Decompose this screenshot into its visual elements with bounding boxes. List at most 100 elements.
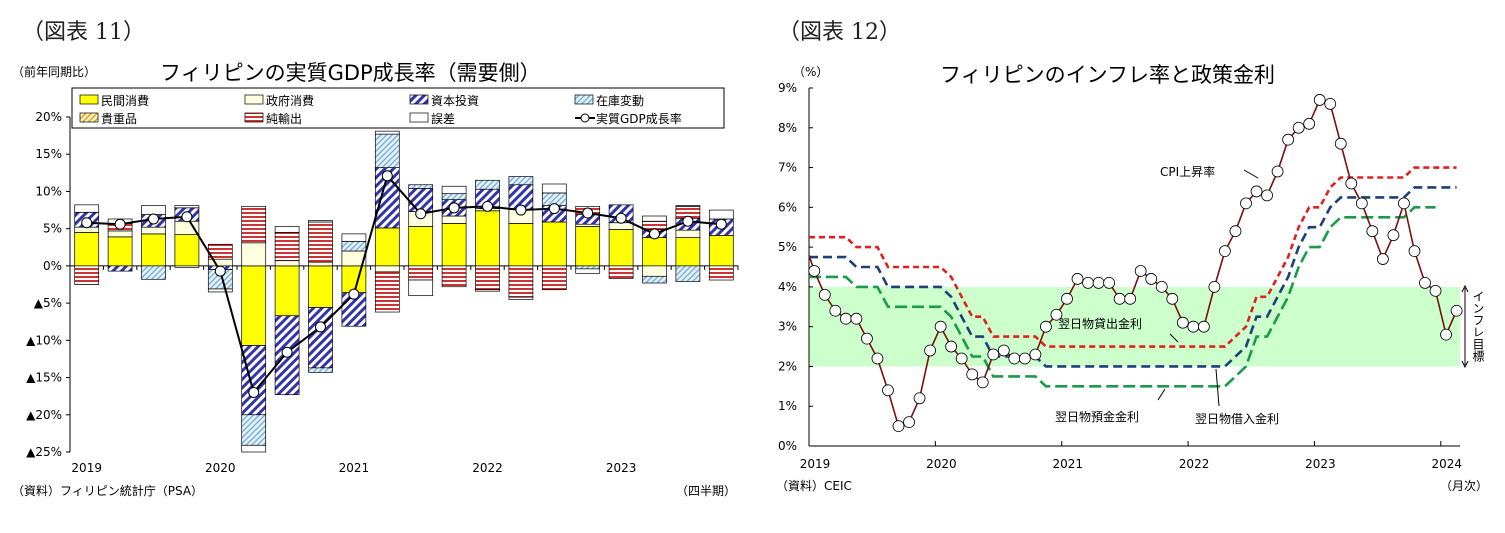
cpi-point xyxy=(1398,197,1410,210)
bar-yellow xyxy=(541,221,567,267)
cpi-point xyxy=(1082,277,1094,289)
bar-capital xyxy=(374,167,400,229)
bar-yellow xyxy=(374,227,400,267)
cpi-point xyxy=(1429,284,1442,297)
bar-inventory xyxy=(642,275,667,284)
bar-capital xyxy=(107,265,133,272)
bar-cream xyxy=(141,226,166,235)
legend-swatch-netexports xyxy=(244,112,264,123)
cpi-point xyxy=(882,384,894,397)
y-tick-label: ▲25% xyxy=(26,445,62,459)
cpi-point xyxy=(945,340,958,353)
y-tick-label: 0% xyxy=(43,259,62,273)
cpi-point xyxy=(1440,328,1452,341)
annotation-deposit: 翌日物預金金利 xyxy=(1055,409,1139,424)
bar-cream xyxy=(241,242,267,267)
annotation-rrp: 翌日物借入金利 xyxy=(1195,411,1279,426)
cpi-point xyxy=(808,265,821,277)
gdp-point xyxy=(248,386,260,398)
bar-cream xyxy=(308,261,333,267)
legend-label: 資本投資 xyxy=(431,93,479,108)
x-tick-label: 2023 xyxy=(606,461,637,475)
chart-title: フィリピンの実質GDP成長率（需要側） xyxy=(160,61,541,85)
bar-netexports xyxy=(708,265,734,281)
bar-discrepancy xyxy=(341,233,367,242)
y-tick-label: 4% xyxy=(778,280,797,294)
bar-cream xyxy=(374,265,400,273)
cpi-point xyxy=(1061,292,1073,305)
bar-inventory xyxy=(141,265,166,280)
annotation-cpi: CPI上昇率 xyxy=(1160,164,1215,179)
y-tick-label: 0% xyxy=(778,439,797,453)
gdp-point xyxy=(715,218,727,230)
legend-marker-gdp xyxy=(580,113,590,123)
y-tick-label: 20% xyxy=(35,110,62,124)
cpi-point xyxy=(976,376,989,389)
x-tick-label: 2019 xyxy=(71,461,102,475)
y-tick-label: 3% xyxy=(778,320,797,334)
y-tick-label: 10% xyxy=(35,184,62,198)
cpi-point xyxy=(1229,225,1242,238)
cpi-point xyxy=(861,332,873,345)
cpi-point xyxy=(1155,280,1168,293)
y-tick-label: ▲15% xyxy=(26,371,62,385)
legend-swatch-valuables xyxy=(79,112,99,123)
cpi-point xyxy=(1197,320,1210,333)
bar-discrepancy xyxy=(441,185,467,195)
bar-discrepancy xyxy=(708,209,734,220)
bar-inventory xyxy=(508,176,534,186)
bar-cream xyxy=(207,258,233,267)
cpi-point xyxy=(1282,133,1295,146)
cpi-point xyxy=(1292,121,1305,134)
bar-inventory xyxy=(408,184,434,189)
x-tick-label: 2023 xyxy=(1305,457,1336,471)
cpi-point xyxy=(966,368,979,381)
cpi-point xyxy=(1313,94,1326,106)
legend-label: 貴重品 xyxy=(101,112,137,126)
x-tick-label: 2024 xyxy=(1432,457,1463,471)
gdp-point xyxy=(214,265,226,277)
cpi-point xyxy=(1008,352,1021,365)
bar-discrepancy xyxy=(174,205,200,209)
bar-discrepancy xyxy=(541,183,567,194)
cpi-point xyxy=(997,344,1010,357)
x-tick-label: 2019 xyxy=(800,457,831,471)
legend-swatch-yellow xyxy=(79,94,99,105)
bar-inventory xyxy=(575,265,601,270)
bar-yellow xyxy=(475,210,500,267)
cpi-point xyxy=(1408,245,1421,257)
cpi-point xyxy=(1334,137,1347,150)
cpi-point xyxy=(1187,320,1200,333)
bar-inventory xyxy=(441,193,467,200)
gdp-point xyxy=(615,212,627,224)
bar-cream xyxy=(642,265,667,277)
cpi-point xyxy=(1029,348,1042,361)
legend-swatch-inventory xyxy=(574,94,594,105)
bar-cream xyxy=(107,230,133,238)
y-tick-label: 15% xyxy=(35,147,62,161)
legend-swatch-cream xyxy=(244,94,264,105)
legend-label: 在庫変動 xyxy=(596,93,644,108)
cpi-point xyxy=(1103,277,1116,289)
gdp-point xyxy=(348,288,360,300)
cpi-point xyxy=(1176,316,1189,329)
cpi-point xyxy=(1419,277,1431,289)
bar-discrepancy xyxy=(374,130,400,135)
cpi-point xyxy=(1366,225,1379,238)
bar-netexports xyxy=(74,265,100,285)
bar-discrepancy xyxy=(141,205,166,215)
cpi-point xyxy=(1324,98,1337,110)
line-deposit xyxy=(809,206,1436,388)
target-range-arrow xyxy=(1461,284,1469,369)
y-tick-label: 6% xyxy=(778,200,797,214)
bar-netexports xyxy=(308,221,333,263)
bar-discrepancy xyxy=(408,279,434,297)
bar-yellow xyxy=(174,234,200,267)
bar-discrepancy xyxy=(241,444,267,453)
x-unit-label: （月次） xyxy=(1440,479,1488,493)
bar-netexports xyxy=(374,271,400,313)
gdp-point xyxy=(415,208,427,220)
cpi-point xyxy=(818,288,831,301)
bar-yellow xyxy=(107,236,133,267)
bar-capital xyxy=(308,307,333,369)
